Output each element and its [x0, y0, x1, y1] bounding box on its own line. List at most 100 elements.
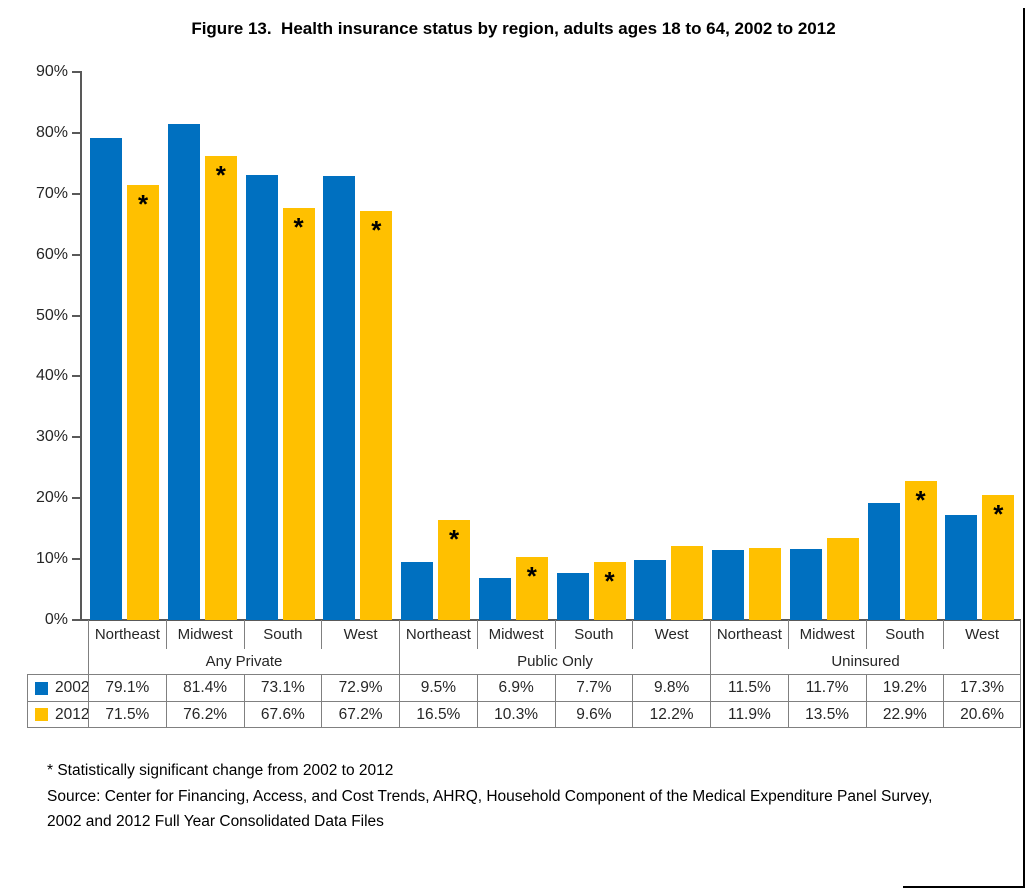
significance-asterisk: *	[293, 212, 304, 243]
y-axis-tick	[72, 375, 81, 378]
y-axis-label: 60%	[35, 245, 68, 263]
bar-2012-uninsured-northeast	[749, 547, 781, 620]
y-axis-tick	[72, 314, 81, 317]
bar-2012-any-private-northeast: *	[127, 184, 159, 620]
source-note-line1: Source: Center for Financing, Access, an…	[47, 787, 933, 805]
legend-swatch-2002	[35, 681, 48, 695]
bar-2002-public-only-midwest	[478, 577, 511, 620]
y-axis-label: 90%	[35, 63, 68, 80]
bar-2012-any-private-west: *	[360, 210, 393, 620]
data-table: Northeast Midwest South West Northeast Midwes…	[27, 620, 1021, 728]
significance-asterisk: *	[604, 565, 615, 596]
region-header: South	[243, 620, 322, 649]
y-axis-line	[80, 71, 82, 620]
bar-2002-uninsured-northeast	[712, 549, 744, 620]
bar-2012-public-only-northeast: *	[438, 519, 470, 620]
significance-asterisk: *	[137, 188, 149, 219]
table-value-cell: 17.3%	[943, 674, 1021, 701]
bar-2002-public-only-west	[634, 560, 667, 620]
y-axis-tick	[72, 71, 81, 73]
y-axis-tick	[72, 497, 81, 500]
legend-row-label-2012: 2012	[27, 701, 90, 728]
table-value-cell: 9.6%	[554, 701, 633, 728]
table-value-cell: 76.2%	[165, 701, 244, 728]
table-value-cell: 13.5%	[787, 701, 866, 728]
bar-2012-any-private-south: *	[282, 208, 315, 620]
bar-2002-uninsured-west	[945, 514, 978, 620]
region-header: Midwest	[787, 620, 866, 649]
figure-title: Figure 13. Health insurance status by re…	[191, 19, 836, 38]
table-value-cell: 81.4%	[165, 674, 244, 701]
table-value-cell: 12.2%	[632, 701, 710, 728]
region-header: Northeast	[399, 620, 477, 649]
table-value-cell: 6.9%	[476, 674, 555, 701]
y-axis-label: 50%	[35, 306, 68, 324]
source-note-line2: 2002 and 2012 Full Year Consolidated Dat…	[47, 813, 384, 831]
y-axis-tick	[72, 131, 81, 134]
region-header: West	[632, 620, 710, 649]
legend-row-label-2002: 2002	[27, 674, 90, 701]
legend-year-label: 2002	[55, 679, 90, 696]
bar-2002-public-only-northeast	[401, 562, 433, 620]
table-value-cell: 10.3%	[476, 701, 555, 728]
table-value-cell: 67.6%	[243, 701, 322, 728]
y-axis-label: 40%	[35, 367, 68, 385]
significance-note: * Statistically significant change from …	[47, 762, 394, 779]
significance-asterisk: *	[215, 160, 226, 191]
page-border-bottom	[903, 886, 1025, 888]
table-corner-blank	[27, 620, 88, 649]
bar-2012-uninsured-west: *	[982, 494, 1015, 620]
bar-2002-public-only-south	[556, 573, 589, 620]
table-value-cell: 11.5%	[710, 674, 788, 701]
significance-asterisk: *	[448, 523, 460, 554]
bar-2002-any-private-south	[245, 174, 278, 620]
bar-2012-uninsured-midwest	[826, 537, 859, 620]
region-header: Northeast	[88, 620, 166, 649]
table-value-cell: 67.2%	[321, 701, 399, 728]
bar-2002-any-private-midwest	[167, 124, 200, 620]
table-value-cell: 73.1%	[243, 674, 322, 701]
footnotes: * Statistically significant change from …	[47, 758, 1012, 835]
y-axis-label: 20%	[35, 489, 68, 507]
y-axis-tick	[72, 253, 81, 256]
bar-2002-any-private-northeast	[90, 138, 122, 620]
table-value-cell: 11.7%	[787, 674, 866, 701]
significance-asterisk: *	[915, 484, 926, 515]
page-border-right	[1023, 8, 1025, 886]
significance-asterisk: *	[371, 214, 382, 245]
bar-2012-public-only-south: *	[593, 561, 626, 620]
bar-2012-public-only-west	[671, 545, 704, 620]
table-value-cell: 79.1%	[88, 674, 166, 701]
region-header: Midwest	[476, 620, 555, 649]
region-header: South	[554, 620, 633, 649]
bar-2012-any-private-midwest: *	[204, 156, 237, 620]
table-value-cell: 16.5%	[399, 701, 477, 728]
bar-2012-uninsured-south: *	[904, 480, 937, 620]
region-header: Northeast	[710, 620, 788, 649]
table-value-cell: 19.2%	[865, 674, 944, 701]
table-value-cell: 22.9%	[865, 701, 944, 728]
region-header: Midwest	[165, 620, 244, 649]
bar-2002-any-private-west	[323, 176, 356, 620]
x-axis-line	[80, 619, 1021, 621]
group-header: Any Private	[88, 649, 399, 674]
table-value-cell: 7.7%	[554, 674, 633, 701]
legend-year-label: 2012	[55, 705, 90, 723]
bar-2002-uninsured-south	[867, 503, 900, 620]
table-value-cell: 71.5%	[88, 701, 166, 728]
y-axis-label: 80%	[35, 123, 68, 141]
y-axis-tick	[72, 558, 81, 561]
table-value-cell: 9.5%	[399, 674, 477, 701]
table-value-cell: 11.9%	[710, 701, 788, 728]
region-header: South	[865, 620, 944, 649]
significance-asterisk: *	[993, 498, 1004, 529]
region-header: West	[943, 620, 1021, 649]
y-axis-tick	[72, 436, 81, 439]
bar-2012-public-only-midwest: *	[515, 557, 548, 620]
y-axis-label: 70%	[35, 184, 68, 202]
y-axis-label: 10%	[35, 550, 68, 568]
table-value-cell: 9.8%	[632, 674, 710, 701]
group-header: Public Only	[399, 649, 710, 674]
group-header: Uninsured	[710, 649, 1021, 674]
